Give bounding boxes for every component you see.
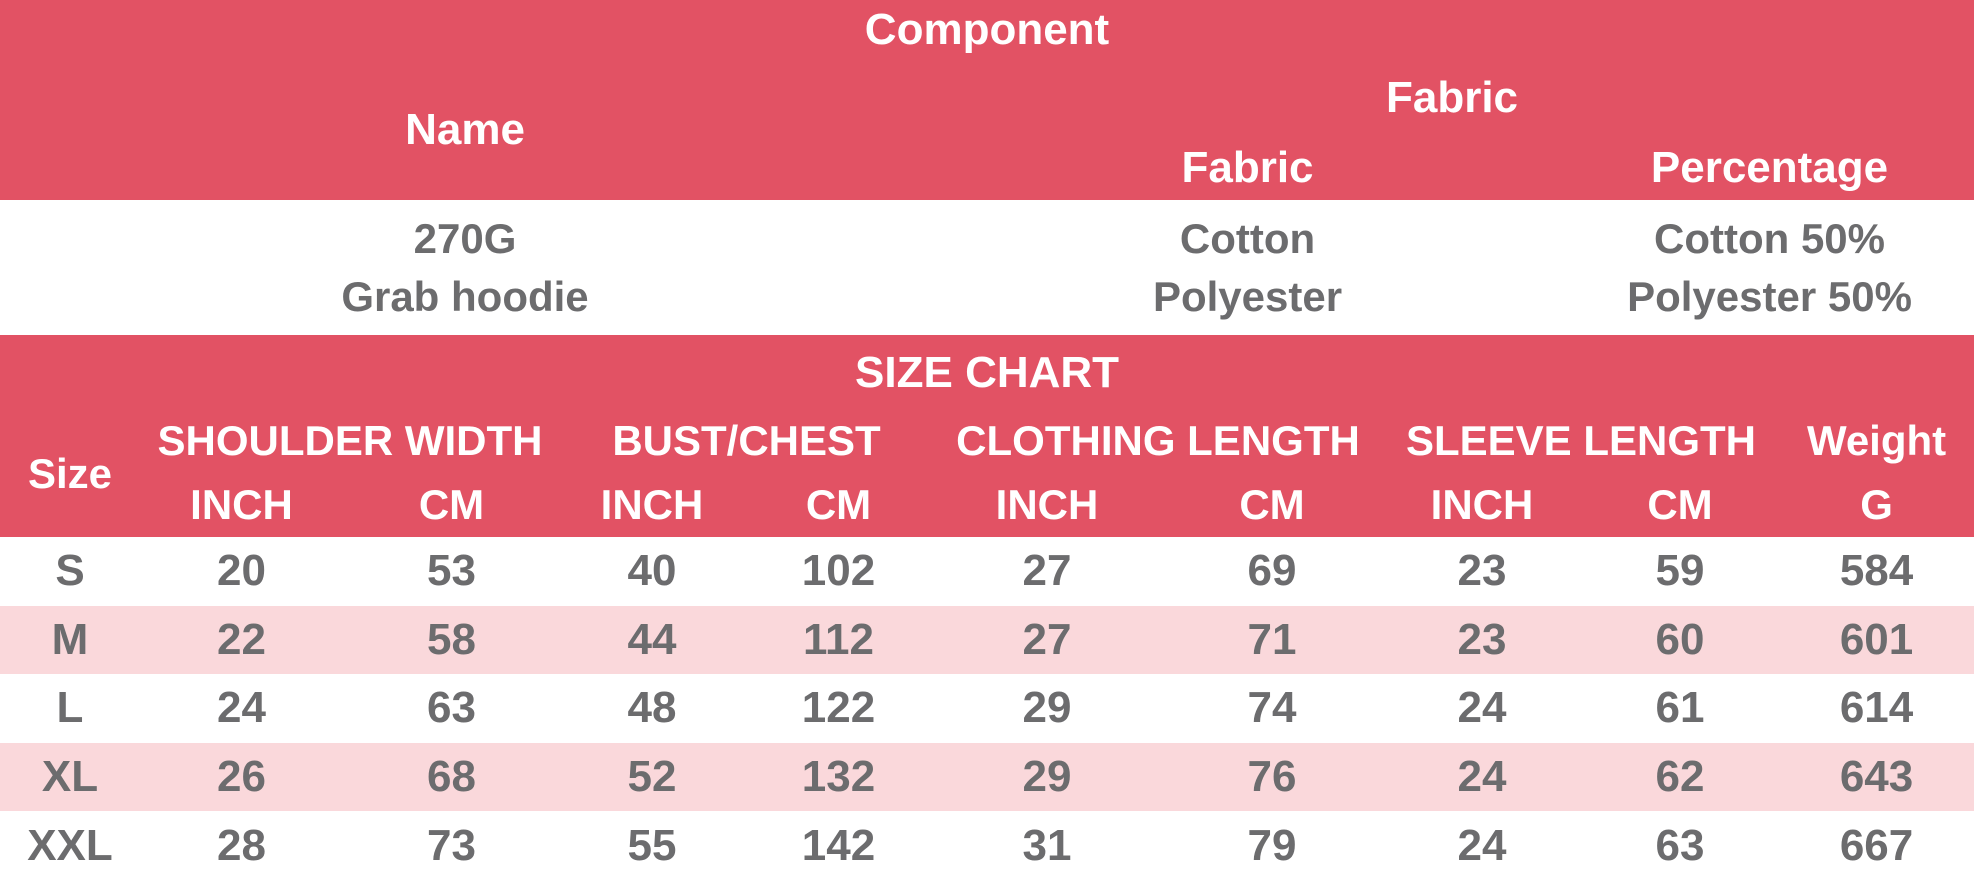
unit-header: CM [1161, 472, 1383, 537]
size-value-cell: 24 [1457, 820, 1507, 870]
unit-header: INCH [560, 472, 744, 537]
size-value-cell: 102 [801, 546, 876, 596]
size-value-cell: 53 [427, 546, 476, 596]
unit-header: INCH [1383, 472, 1581, 537]
size-value-cell: 29 [1022, 683, 1072, 733]
product-name-line1: 270G [413, 214, 517, 262]
weight-header: Weight [1779, 410, 1974, 472]
size-value-cell: 614 [1839, 683, 1914, 733]
sleeve-length-header: SLEEVE LENGTH [1383, 410, 1779, 472]
size-row-s: S 20 53 40 102 27 69 23 59 584 [0, 537, 1974, 606]
component-sub-header-row: Fabric Percentage [0, 135, 1974, 200]
size-value-cell: 601 [1839, 614, 1914, 664]
size-value-cell: 73 [427, 820, 476, 870]
product-percentage-line1: Cotton 50% [1654, 214, 1885, 262]
size-value-cell: 58 [427, 614, 476, 664]
size-row-xl: XL 26 68 52 132 29 76 24 62 643 [0, 742, 1974, 812]
size-value-cell: 112 [803, 614, 874, 664]
unit-header: INCH [933, 472, 1161, 537]
size-value-cell: 31 [1022, 820, 1072, 870]
size-value-cell: 24 [1457, 683, 1507, 733]
size-value-cell: 26 [217, 752, 266, 802]
size-chart-title-row: SIZE CHART [0, 335, 1974, 410]
size-value-cell: 23 [1457, 546, 1507, 596]
size-chart-title: SIZE CHART [0, 335, 1974, 410]
size-value-cell: 667 [1839, 820, 1914, 870]
size-value-cell: 62 [1655, 752, 1705, 802]
size-header: Size [0, 410, 140, 537]
size-value-cell: 55 [627, 820, 677, 870]
size-value-cell: 27 [1022, 546, 1072, 596]
bust-chest-header: BUST/CHEST [560, 410, 933, 472]
size-value-cell: 63 [1655, 820, 1705, 870]
size-label-cell: L [56, 683, 84, 733]
size-value-cell: 20 [217, 546, 266, 596]
product-fabric-line1: Cotton [1179, 214, 1316, 262]
product-percentage-line2: Polyester 50% [1627, 272, 1912, 320]
size-value-cell: 643 [1839, 752, 1914, 802]
component-title-row: Component [0, 0, 1974, 60]
name-header: Name [0, 60, 930, 200]
unit-header: G [1779, 472, 1974, 537]
product-row: 270G Grab hoodie Cotton Polyester Cotton… [0, 200, 1974, 335]
product-name-cell: 270G Grab hoodie [0, 200, 930, 335]
size-value-cell: 584 [1839, 546, 1914, 596]
size-value-cell: 79 [1247, 820, 1297, 870]
unit-header: CM [343, 472, 560, 537]
size-value-cell: 48 [627, 683, 677, 733]
size-label-cell: M [51, 614, 89, 664]
size-value-cell: 63 [427, 683, 476, 733]
size-row-xxl: XXL 28 73 55 142 31 79 24 63 667 [0, 811, 1974, 880]
size-value-cell: 60 [1655, 614, 1705, 664]
size-value-cell: 40 [627, 546, 677, 596]
component-group-header-row: Name Fabric [0, 60, 1974, 200]
size-row-l: L 24 63 48 122 29 74 24 61 614 [0, 674, 1974, 743]
size-value-cell: 74 [1247, 683, 1297, 733]
size-value-cell: 61 [1655, 683, 1705, 733]
unit-header: CM [744, 472, 933, 537]
size-chart-group-header-row: Size SHOULDER WIDTH BUST/CHEST CLOTHING … [0, 410, 1974, 537]
unit-header: INCH [140, 472, 343, 537]
fabric-header: Fabric [930, 135, 1565, 200]
size-value-cell: 76 [1247, 752, 1297, 802]
size-value-cell: 44 [627, 614, 677, 664]
size-value-cell: 29 [1022, 752, 1072, 802]
size-value-cell: 52 [627, 752, 677, 802]
size-value-cell: 122 [801, 683, 876, 733]
product-fabric-cell: Cotton Polyester [930, 200, 1565, 335]
percentage-header: Percentage [1565, 135, 1974, 200]
size-label-cell: XXL [27, 820, 113, 870]
size-label-cell: S [55, 546, 85, 596]
size-value-cell: 68 [427, 752, 476, 802]
size-value-cell: 23 [1457, 614, 1507, 664]
size-value-cell: 24 [1457, 752, 1507, 802]
size-value-cell: 24 [217, 683, 266, 733]
size-label-cell: XL [41, 752, 99, 802]
clothing-length-header: CLOTHING LENGTH [933, 410, 1383, 472]
size-value-cell: 132 [801, 752, 876, 802]
product-percentage-cell: Cotton 50% Polyester 50% [1565, 200, 1974, 335]
component-table: Component Name Fabric Fabric Percentage … [0, 0, 1974, 335]
size-value-cell: 71 [1247, 614, 1297, 664]
size-value-cell: 69 [1247, 546, 1297, 596]
size-value-cell: 27 [1022, 614, 1072, 664]
size-value-cell: 28 [217, 820, 266, 870]
unit-header: CM [1581, 472, 1779, 537]
shoulder-width-header: SHOULDER WIDTH [140, 410, 560, 472]
size-value-cell: 22 [217, 614, 266, 664]
fabric-group-header: Fabric [930, 60, 1974, 135]
size-row-m: M 22 58 44 112 27 71 23 60 601 [0, 605, 1974, 675]
component-title: Component [0, 0, 1974, 60]
size-chart-table: SIZE CHART Size SHOULDER WIDTH BUST/CHES… [0, 335, 1974, 880]
size-chart-unit-header-row: INCH CM INCH CM INCH CM INCH CM G [0, 472, 1974, 537]
product-name-line2: Grab hoodie [341, 272, 589, 320]
size-value-cell: 142 [801, 820, 876, 870]
size-value-cell: 59 [1655, 546, 1705, 596]
product-fabric-line2: Polyester [1152, 272, 1343, 320]
